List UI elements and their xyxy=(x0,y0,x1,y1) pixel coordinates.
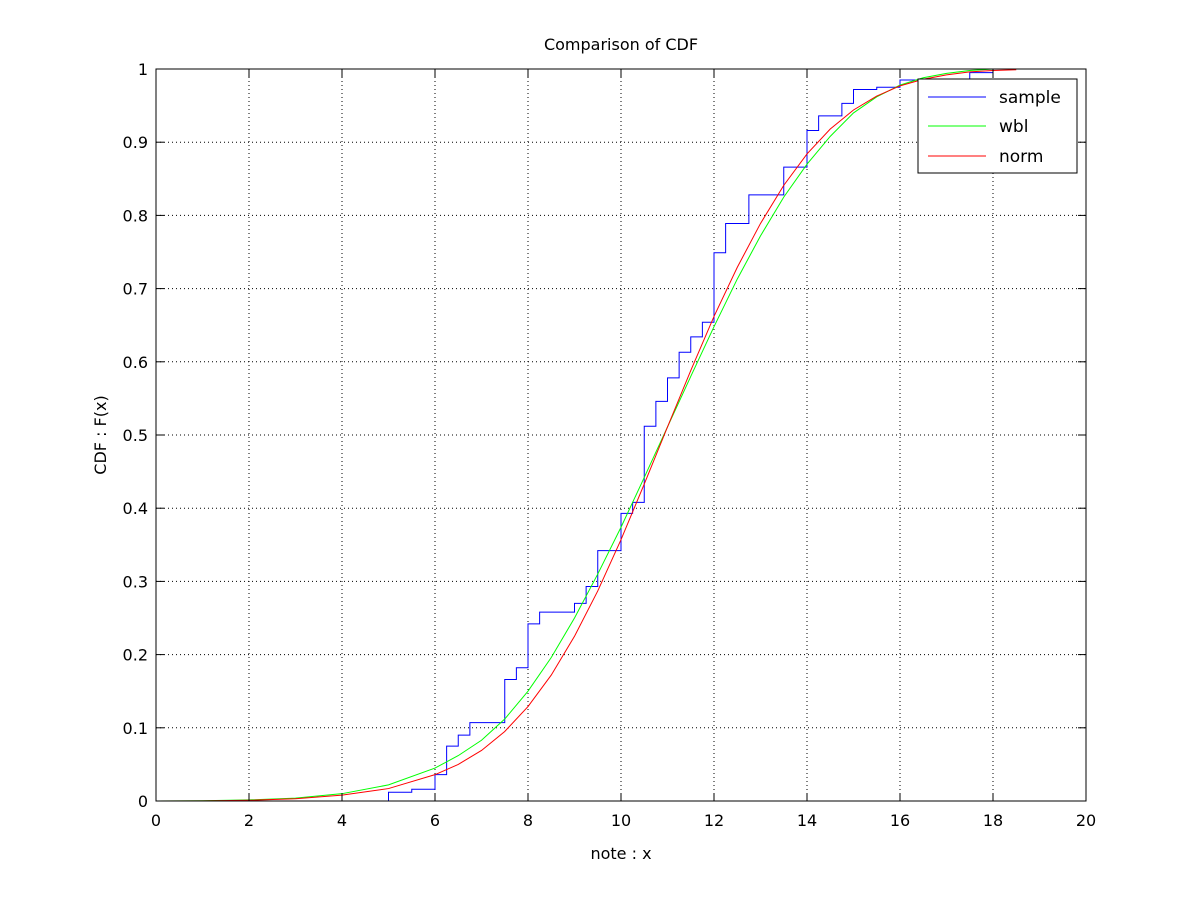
legend-label-wbl: wbl xyxy=(999,117,1028,137)
x-tick-label: 10 xyxy=(611,811,631,830)
chart-title: Comparison of CDF xyxy=(544,35,698,54)
series-line-norm xyxy=(155,69,1017,802)
y-tick-label: 0.5 xyxy=(123,426,148,445)
y-tick-label: 0 xyxy=(138,792,148,811)
legend-label-norm: norm xyxy=(999,147,1043,167)
x-tick-label: 4 xyxy=(337,811,347,830)
y-axis-label: CDF : F(x) xyxy=(91,395,110,474)
series-line-sample xyxy=(156,68,1017,802)
x-tick-label: 18 xyxy=(983,811,1003,830)
y-tick-label: 0.6 xyxy=(123,353,148,372)
y-tick-label: 1 xyxy=(138,60,148,79)
x-tick-label: 0 xyxy=(151,811,161,830)
x-tick-label: 20 xyxy=(1076,811,1096,830)
x-tick-label: 14 xyxy=(797,811,817,830)
x-tick-label: 16 xyxy=(890,811,910,830)
axes-ticks: 0 2 4 6 8 10 12 14 16 18 20 0 0.1 0.2 0.3 0.4 0.5 0.6 0.7 0… xyxy=(123,60,1097,830)
x-tick-label: 6 xyxy=(430,811,440,830)
x-tick-label: 12 xyxy=(704,811,724,830)
x-tick-label: 8 xyxy=(523,811,533,830)
plot-series xyxy=(155,68,1017,802)
legend: sample wbl norm xyxy=(917,78,1078,174)
x-tick-label: 2 xyxy=(244,811,254,830)
y-tick-label: 0.7 xyxy=(123,280,148,299)
x-axis-label: note : x xyxy=(590,844,651,863)
grid xyxy=(156,69,1086,801)
y-tick-label: 0.1 xyxy=(123,719,148,738)
y-tick-label: 0.4 xyxy=(123,499,148,518)
legend-label-sample: sample xyxy=(999,88,1061,108)
y-tick-label: 0.3 xyxy=(123,572,148,591)
y-tick-label: 0.2 xyxy=(123,646,148,665)
y-tick-label: 0.9 xyxy=(123,133,148,152)
y-tick-label: 0.8 xyxy=(123,206,148,225)
series-line-wbl xyxy=(155,68,994,802)
